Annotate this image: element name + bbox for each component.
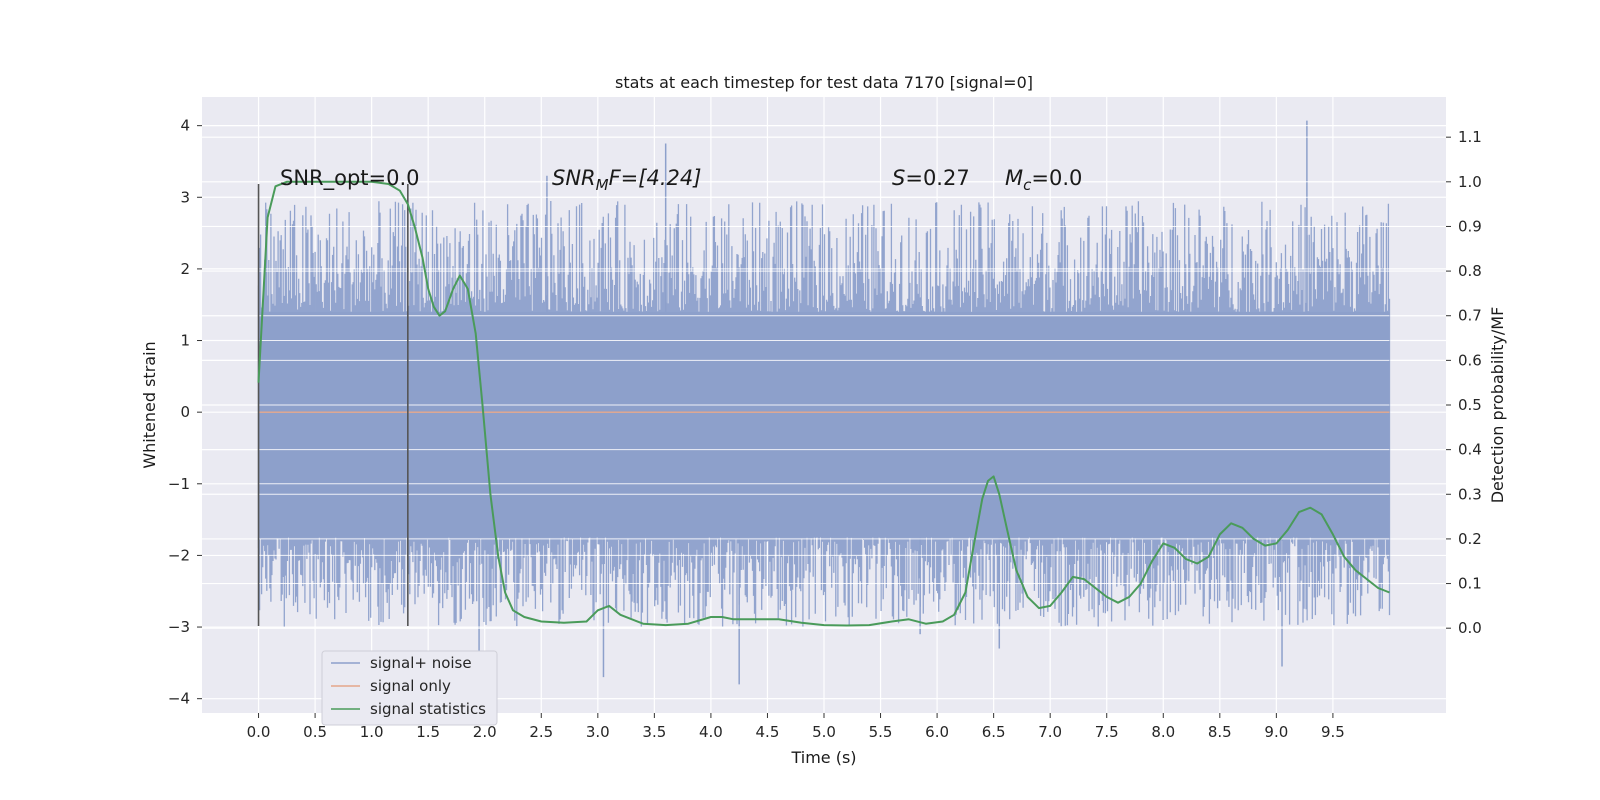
x-tick-label: 6.5 xyxy=(982,723,1006,741)
x-tick-label: 0.0 xyxy=(247,723,271,741)
noise-core xyxy=(258,311,1390,538)
x-tick-label: 9.0 xyxy=(1264,723,1288,741)
x-tick-label: 8.5 xyxy=(1208,723,1232,741)
x-tick-label: 2.0 xyxy=(473,723,497,741)
x-axis-ticks: 0.0 0.5 1.0 1.5 2.0 2.5 3.0 3.5 4.0 4.5 5.0 5.5 6.0 6… xyxy=(247,713,1345,741)
statistics-series xyxy=(257,180,1390,627)
y2-tick-label: 1.0 xyxy=(1458,173,1482,191)
snr-opt-annotation: SNR_opt=0.0 xyxy=(280,166,420,191)
mc-annotation: Mc=0.0 xyxy=(1005,166,1082,194)
legend-box xyxy=(321,650,498,726)
y2-tick-label: 0.8 xyxy=(1458,262,1482,280)
y2-tick-label: 0.1 xyxy=(1458,575,1482,593)
x-tick-label: 7.5 xyxy=(1095,723,1119,741)
x-tick-label: 4.5 xyxy=(756,723,780,741)
legend-label-noise: signal+ noise xyxy=(370,654,472,672)
y2-tick-label: 0.3 xyxy=(1458,485,1482,503)
y2-tick-label: 0.6 xyxy=(1458,351,1482,369)
snr-mf-annotation: SNRMF=[4.24] xyxy=(552,166,701,194)
y-tick-label: 4 xyxy=(180,117,190,135)
s-value: =0.27 xyxy=(905,166,969,190)
y-tick-label: 3 xyxy=(180,188,190,206)
y-axis-ticks: 4 3 2 1 0 −1 −2 −3 −4 xyxy=(168,117,202,708)
y-tick-label: 1 xyxy=(180,332,190,350)
y2-tick-label: 0.7 xyxy=(1458,307,1482,325)
x-tick-label: 4.0 xyxy=(699,723,723,741)
y2-tick-label: 1.1 xyxy=(1458,128,1482,146)
y-tick-label: −1 xyxy=(168,475,190,493)
mc-sub: c xyxy=(1023,176,1032,194)
snr-mf-rest: F=[4.24] xyxy=(609,166,702,190)
x-tick-label: 5.0 xyxy=(812,723,836,741)
vertical-markers xyxy=(257,184,409,626)
y2-tick-label: 0.2 xyxy=(1458,530,1482,548)
y-tick-label: −4 xyxy=(168,690,190,708)
statistics-line xyxy=(257,180,1390,627)
x-tick-label: 5.5 xyxy=(869,723,893,741)
y2-axis-label: Detection probability/MF xyxy=(1488,307,1507,504)
x-tick-label: 1.5 xyxy=(416,723,440,741)
mc-label: M xyxy=(1005,166,1023,190)
chart-title: stats at each timestep for test data 717… xyxy=(615,73,1033,92)
s-label: S xyxy=(892,166,905,190)
s-annotation: S=0.27 xyxy=(892,166,970,190)
x-tick-label: 7.0 xyxy=(1038,723,1062,741)
x-axis-label: Time (s) xyxy=(790,748,856,767)
snr-mf-prefix: SNR xyxy=(552,166,596,190)
x-tick-label: 3.5 xyxy=(642,723,666,741)
x-tick-label: 0.5 xyxy=(303,723,327,741)
legend-label-signal: signal only xyxy=(370,677,451,695)
x-tick-label: 3.0 xyxy=(586,723,610,741)
x-tick-label: 6.0 xyxy=(925,723,949,741)
y2-tick-label: 0.0 xyxy=(1458,619,1482,637)
y-tick-label: 0 xyxy=(180,403,190,421)
x-tick-label: 8.0 xyxy=(1151,723,1175,741)
noise-series xyxy=(257,120,1391,700)
y-axis-label: Whitened strain xyxy=(140,341,159,468)
x-tick-label: 2.5 xyxy=(529,723,553,741)
y-tick-label: 2 xyxy=(180,260,190,278)
y-tick-label: −3 xyxy=(168,618,190,636)
y2-axis-ticks: 1.1 1.0 0.9 0.8 0.7 0.6 0.5 0.4 0.3 0.2 0.1 0.0 xyxy=(1446,128,1482,637)
y2-tick-label: 0.4 xyxy=(1458,441,1482,459)
x-tick-label: 1.0 xyxy=(360,723,384,741)
mc-value: =0.0 xyxy=(1031,166,1082,190)
x-tick-label: 9.5 xyxy=(1321,723,1345,741)
y2-tick-label: 0.9 xyxy=(1458,217,1482,235)
y-tick-label: −2 xyxy=(168,546,190,564)
legend: signal+ noise signal only signal statist… xyxy=(321,650,498,726)
y2-tick-label: 0.5 xyxy=(1458,396,1482,414)
legend-label-stats: signal statistics xyxy=(370,700,486,718)
snr-mf-sub: M xyxy=(596,176,609,194)
